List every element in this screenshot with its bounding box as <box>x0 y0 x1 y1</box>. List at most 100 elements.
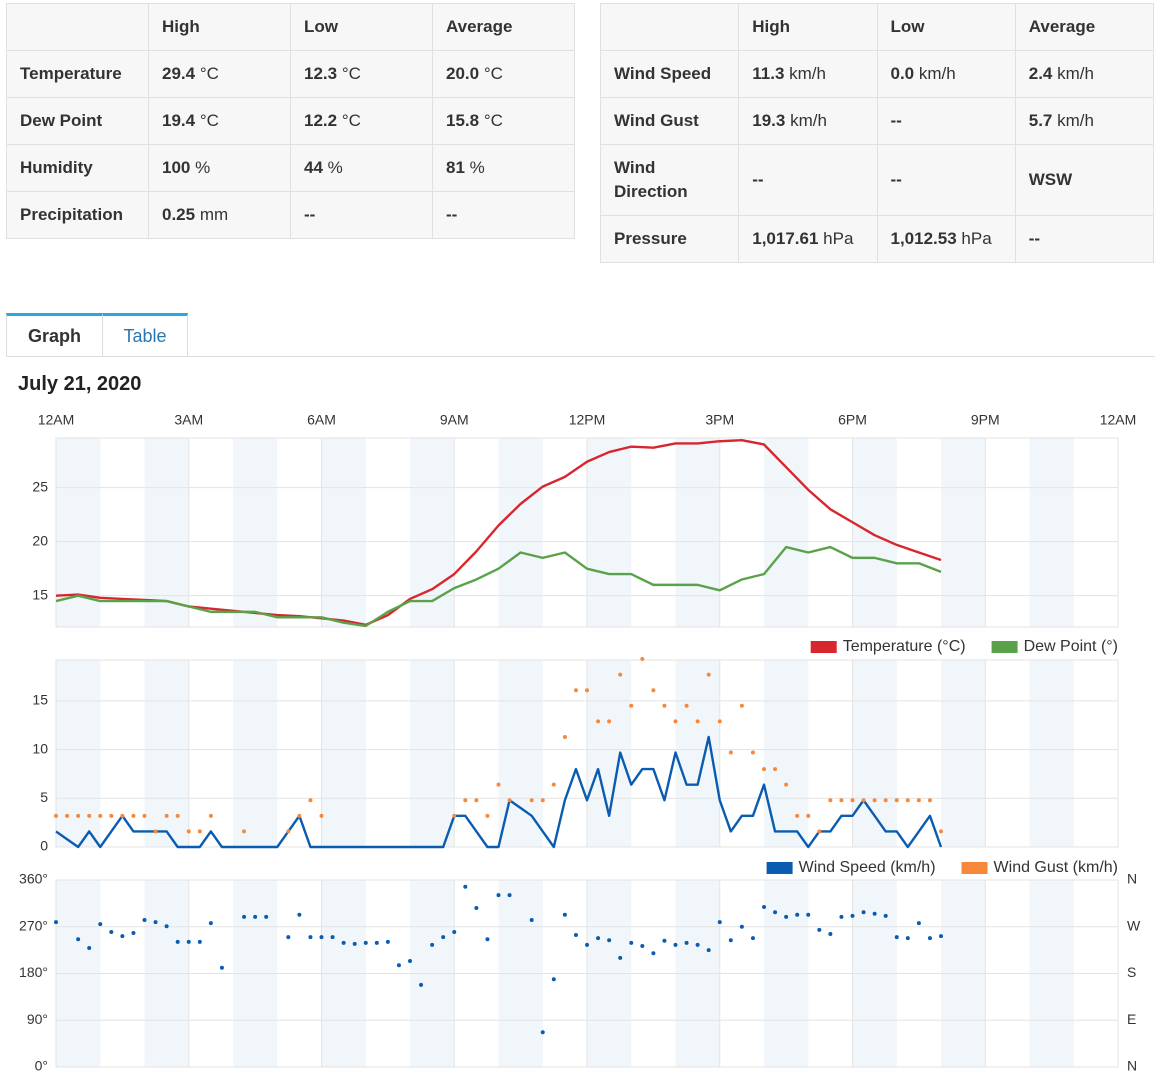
legend-swatch <box>961 862 988 874</box>
data-point <box>828 932 833 937</box>
data-point <box>341 940 346 945</box>
charts: 12AM 3AM 6AM 9AM 12PM 3PM 6PM 9PM 12AM 15 20 25 Temp… <box>19 412 1141 1074</box>
cell-value: 2.4 <box>1028 64 1053 83</box>
cell-unit: °C <box>483 64 503 83</box>
data-point <box>828 798 833 803</box>
data-point <box>861 798 866 803</box>
data-point <box>596 936 601 941</box>
data-point <box>817 927 822 932</box>
data-point <box>706 672 711 677</box>
hour-band <box>852 438 897 627</box>
value-cell: WSW <box>1014 144 1155 216</box>
data-point <box>695 719 700 724</box>
data-point <box>717 719 722 724</box>
hour-band <box>410 660 455 847</box>
data-point <box>927 798 932 803</box>
data-point <box>651 688 656 693</box>
data-point <box>197 829 202 834</box>
cell-unit: km/h <box>918 64 956 83</box>
table-row: Humidity 100 % 44 % 81 % <box>6 144 575 192</box>
cell-unit: % <box>327 158 343 177</box>
graph-tab[interactable]: Graph <box>6 313 103 357</box>
data-point <box>750 936 755 941</box>
hour-band <box>56 660 101 847</box>
data-point <box>684 940 689 945</box>
data-point <box>596 719 601 724</box>
corner-cell <box>599 3 740 51</box>
data-point <box>319 935 324 940</box>
y-tick-label: 5 <box>40 789 48 805</box>
cell-value: 29.4 <box>162 64 196 83</box>
data-point <box>607 938 612 943</box>
row-label: Wind Gust <box>599 97 740 145</box>
value-cell: 0.0 km/h <box>876 50 1016 98</box>
column-header: Low <box>876 3 1016 51</box>
cell-value: -- <box>304 205 316 224</box>
data-point <box>618 955 623 960</box>
data-point <box>762 767 766 772</box>
data-point <box>540 798 545 803</box>
data-point <box>795 813 800 818</box>
series-line <box>55 438 942 627</box>
data-point <box>308 935 313 940</box>
plot-border <box>55 659 1119 848</box>
data-point <box>208 921 213 926</box>
data-point <box>496 782 501 787</box>
data-point <box>728 750 733 755</box>
data-point <box>728 938 733 943</box>
data-point <box>242 829 247 834</box>
data-point <box>175 813 180 818</box>
y-tick-label: 270° <box>19 917 48 933</box>
value-cell: 100 % <box>148 144 291 192</box>
data-point <box>142 813 147 818</box>
data-point <box>861 910 866 915</box>
data-point <box>463 884 468 889</box>
hour-band <box>675 660 720 847</box>
data-point <box>65 813 70 818</box>
cell-unit: °C <box>199 111 219 130</box>
series-line <box>55 545 942 628</box>
data-point <box>330 935 335 940</box>
data-point <box>109 813 114 818</box>
data-point <box>474 798 479 803</box>
y2-tick-label: N <box>1127 1058 1137 1074</box>
data-point <box>319 813 324 818</box>
data-point <box>186 829 191 834</box>
data-point <box>452 813 457 818</box>
data-point <box>529 917 534 922</box>
data-point <box>164 924 169 929</box>
data-point <box>286 935 291 940</box>
value-cell: -- <box>876 144 1016 216</box>
data-point <box>894 798 899 803</box>
data-point <box>629 940 634 945</box>
data-point <box>253 914 258 919</box>
data-point <box>839 798 844 803</box>
x-tick-label: 12AM <box>1100 412 1137 428</box>
table-tab[interactable]: Table <box>102 313 188 357</box>
value-cell: 19.4 °C <box>148 97 291 145</box>
summary-table: High Low Average Temperature 29.4 °C 12.3 °C 2… <box>6 3 575 239</box>
data-point <box>618 672 623 677</box>
hour-band <box>321 438 366 627</box>
data-point <box>496 893 501 898</box>
legend-swatch <box>991 641 1018 653</box>
value-cell: -- <box>432 191 575 239</box>
data-point <box>817 829 822 834</box>
y2-tick-label: N <box>1127 871 1137 887</box>
data-point <box>585 942 589 947</box>
value-cell: -- <box>738 144 878 216</box>
data-point <box>485 813 490 818</box>
data-point <box>197 939 202 944</box>
data-point <box>662 938 667 943</box>
y-tick-label: 20 <box>32 532 48 548</box>
data-point <box>585 688 589 693</box>
data-point <box>507 798 512 803</box>
value-cell: -- <box>876 97 1016 145</box>
data-point <box>131 813 136 818</box>
cell-value: 12.3 <box>304 64 338 83</box>
data-point <box>905 936 910 941</box>
data-point <box>640 943 645 948</box>
data-point <box>374 940 379 945</box>
hour-band <box>233 438 278 627</box>
